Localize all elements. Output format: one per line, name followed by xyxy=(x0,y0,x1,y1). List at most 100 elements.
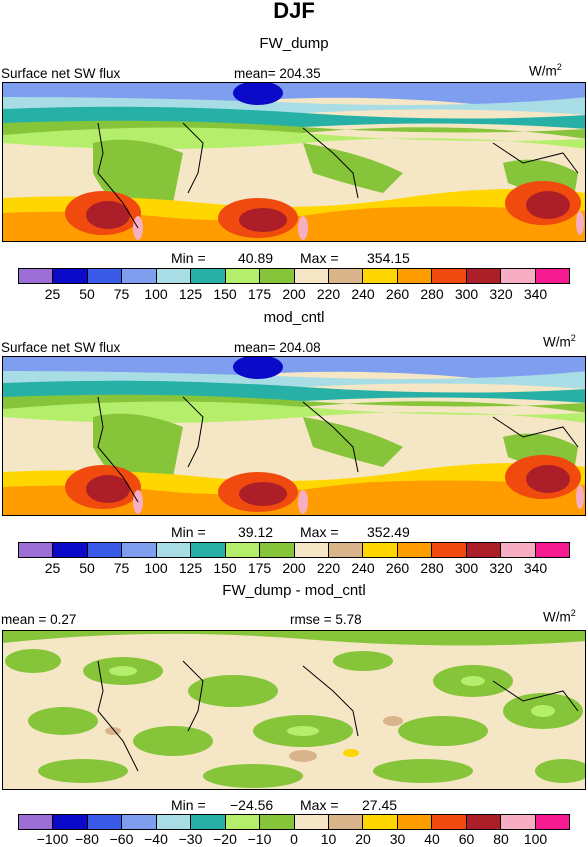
colorbar-tick-label: −100 xyxy=(36,831,69,847)
panel-3-max-value: 27.45 xyxy=(362,797,398,813)
colorbar-tick-label: 100 xyxy=(523,831,548,847)
colorbar-swatch xyxy=(397,815,433,829)
colorbar-swatch xyxy=(363,269,398,283)
panel-3-min-label: Min = xyxy=(171,797,206,813)
panel-2-max-value: 352.49 xyxy=(367,524,410,540)
panel-2-colorbar xyxy=(18,542,570,558)
colorbar-swatch xyxy=(225,815,261,829)
colorbar-swatch xyxy=(122,815,157,829)
colorbar-swatch xyxy=(328,269,364,283)
colorbar-swatch xyxy=(294,543,329,557)
colorbar-swatch xyxy=(122,543,157,557)
colorbar-tick-label: 125 xyxy=(178,560,203,576)
colorbar-tick-label: 260 xyxy=(385,286,410,302)
panel-2-map-svg xyxy=(3,357,585,515)
panel-2-map xyxy=(2,356,586,516)
panel-3-map xyxy=(2,630,586,790)
colorbar-tick-label: 100 xyxy=(144,286,168,302)
colorbar-swatch xyxy=(87,269,123,283)
colorbar-tick-label: 300 xyxy=(454,560,479,576)
colorbar-tick-label: 200 xyxy=(282,286,306,302)
colorbar-swatch xyxy=(156,269,192,283)
colorbar-tick-label: 320 xyxy=(489,560,513,576)
panel-1-colorbar xyxy=(18,268,570,284)
colorbar-tick-label: −30 xyxy=(178,831,203,847)
panel-1-map xyxy=(2,82,586,242)
colorbar-tick-label: 200 xyxy=(282,560,306,576)
panel-1-mean-label: mean= 204.35 xyxy=(234,66,321,81)
colorbar-tick-label: 75 xyxy=(113,560,130,576)
panel-2-field-label: Surface net SW flux xyxy=(1,340,121,355)
colorbar-tick-label: 50 xyxy=(79,560,95,576)
colorbar-tick-label: 20 xyxy=(355,831,371,847)
colorbar-swatch xyxy=(156,543,192,557)
colorbar-swatch xyxy=(397,269,433,283)
colorbar-tick-label: 300 xyxy=(454,286,479,302)
colorbar-swatch xyxy=(53,269,88,283)
figure-title: DJF xyxy=(273,0,315,23)
colorbar-swatch xyxy=(19,269,54,283)
colorbar-swatch xyxy=(87,543,123,557)
colorbar-tick-label: 240 xyxy=(351,286,375,302)
colorbar-swatch xyxy=(156,815,192,829)
colorbar-swatch xyxy=(397,543,433,557)
panel-2-colorbar-ticks: 25 50 75 100 125 150 175 200 220 240 260 280 300 320 3… xyxy=(18,560,570,576)
colorbar-swatch xyxy=(19,543,54,557)
colorbar-tick-label: 220 xyxy=(316,560,341,576)
colorbar-swatch xyxy=(260,269,295,283)
panel-3-title: FW_dump - mod_cntl xyxy=(222,582,366,599)
colorbar-swatch xyxy=(53,543,88,557)
panel-3-rmse-label: rmse = 5.78 xyxy=(290,612,362,627)
panel-3-max-label: Max = xyxy=(300,797,339,813)
colorbar-tick-label: 150 xyxy=(213,560,237,576)
colorbar-tick-label: −10 xyxy=(247,831,272,847)
panel-1-title: FW_dump xyxy=(259,35,329,52)
colorbar-tick-label: 50 xyxy=(79,286,95,302)
colorbar-swatch xyxy=(501,269,536,283)
colorbar-tick-label: 60 xyxy=(458,831,475,847)
colorbar-swatch xyxy=(191,543,226,557)
colorbar-swatch xyxy=(432,543,467,557)
panel-1-min-label: Min = xyxy=(171,250,206,266)
colorbar-swatch xyxy=(294,269,329,283)
colorbar-tick-label: −80 xyxy=(75,831,99,847)
colorbar-swatch xyxy=(328,815,364,829)
colorbar-swatch xyxy=(535,269,569,283)
colorbar-swatch xyxy=(466,269,502,283)
colorbar-tick-label: 320 xyxy=(489,286,513,302)
colorbar-swatch xyxy=(466,815,502,829)
colorbar-swatch xyxy=(122,269,157,283)
panel-1-colorbar-ticks: 25 50 75 100 125 150 175 200 220 240 260 280 300 320 3… xyxy=(18,286,570,302)
colorbar-tick-label: 340 xyxy=(523,560,548,576)
panel-2-units: W/m2 xyxy=(543,333,576,350)
colorbar-tick-label: −40 xyxy=(144,831,168,847)
colorbar-swatch xyxy=(535,543,569,557)
colorbar-tick-label: −60 xyxy=(109,831,134,847)
colorbar-swatch xyxy=(432,815,467,829)
colorbar-tick-label: 280 xyxy=(420,286,444,302)
colorbar-tick-label: 80 xyxy=(493,831,509,847)
colorbar-tick-label: −20 xyxy=(213,831,237,847)
colorbar-tick-label: 220 xyxy=(316,286,341,302)
colorbar-swatch xyxy=(466,543,502,557)
colorbar-tick-label: 25 xyxy=(44,286,61,302)
panel-3-colorbar xyxy=(18,814,570,830)
colorbar-swatch xyxy=(363,815,398,829)
colorbar-tick-label: 25 xyxy=(44,560,61,576)
colorbar-tick-label: 0 xyxy=(290,831,298,847)
colorbar-swatch xyxy=(191,815,226,829)
panel-3-units: W/m2 xyxy=(543,608,576,625)
panel-2-min-label: Min = xyxy=(171,524,206,540)
colorbar-swatch xyxy=(260,815,295,829)
panel-2-min-value: 39.12 xyxy=(238,524,274,540)
colorbar-swatch xyxy=(53,815,88,829)
colorbar-tick-label: 100 xyxy=(144,560,168,576)
colorbar-swatch xyxy=(501,543,536,557)
colorbar-swatch xyxy=(432,269,467,283)
colorbar-tick-label: 10 xyxy=(320,831,337,847)
panel-3-min-value: −24.56 xyxy=(230,797,274,813)
panel-3-colorbar-ticks: −100 −80 −60 −40 −30 −20 −10 0 10 20 30 40 60 80 100 xyxy=(18,831,570,847)
colorbar-tick-label: 340 xyxy=(523,286,548,302)
colorbar-tick-label: 30 xyxy=(389,831,406,847)
colorbar-swatch xyxy=(501,815,536,829)
